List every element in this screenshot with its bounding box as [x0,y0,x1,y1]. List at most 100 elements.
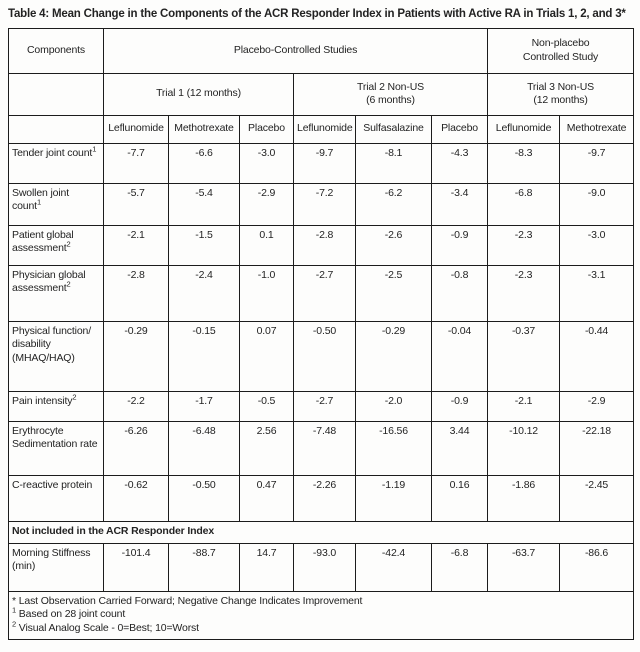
value-cell: -0.37 [487,320,561,392]
value-cell: -0.04 [430,320,489,392]
value-cell: -2.2 [103,390,169,422]
value-cell: -6.8 [487,182,561,226]
footnotes-row: * Last Observation Carried Forward; Nega… [7,590,635,640]
extra-rows: Morning Stiffness (min) -101.4 -88.7 14.7 -9… [8,542,635,592]
value-cell: -2.8 [293,224,356,266]
value-cell: -2.8 [103,264,169,322]
header-drug-methotrexate-t3: Methotrexate [559,114,635,144]
value-cell: -1.5 [168,224,240,266]
header-drug-methotrexate-t1: Methotrexate [168,114,240,144]
value-cell: -2.4 [168,264,240,322]
value-cell: -2.5 [355,264,432,322]
table-row: Physician global assessment2 -2.8 -2.4 -1.0… [8,264,635,322]
value-cell: -2.1 [487,390,561,422]
table-row: Swollen joint count1 -5.7 -5.4 -2.9 -7.2 -6.2… [8,182,635,226]
header-components: Components [8,27,104,74]
value-cell: -8.1 [355,142,432,184]
value-cell: -101.4 [103,542,169,592]
table-row: Patient global assessment2 -2.1 -1.5 0.1 -2.… [8,224,635,266]
row-label: Physician global assessment2 [8,264,104,322]
value-cell: -7.7 [103,142,169,184]
value-cell: -5.7 [103,182,169,226]
value-cell: -93.0 [293,542,356,592]
header-group-non-placebo-line1: Non-placebo [531,37,590,50]
value-cell: -0.8 [430,264,489,322]
row-label: Pain intensity2 [8,390,104,422]
value-cell: 3.44 [430,420,489,476]
value-cell: -2.9 [559,390,635,422]
table-row: C-reactive protein -0.62 -0.50 0.47 -2.26 -1.… [8,474,635,522]
row-label: Patient global assessment2 [8,224,104,266]
value-cell: -42.4 [355,542,432,592]
header-drug-leflunomide-t1: Leflunomide [103,114,169,144]
table-row: Pain intensity2 -2.2 -1.7 -0.5 -2.7 -2.0 -0.9-… [8,390,635,422]
row-label: Erythrocyte Sedimentation rate [8,420,104,476]
value-cell: -3.0 [239,142,294,184]
value-cell: 0.07 [239,320,294,392]
value-cell: -5.4 [168,182,240,226]
value-cell: 0.16 [430,474,489,522]
value-cell: -2.7 [293,264,356,322]
header-blank-2 [8,114,104,144]
value-cell: -8.3 [487,142,561,184]
header-trial-2: Trial 2 Non-US (6 months) [292,72,489,116]
value-cell: -6.8 [430,542,489,592]
value-cell: -2.26 [293,474,356,522]
value-cell: -6.26 [103,420,169,476]
header-trial-2-line2: (6 months) [366,94,415,107]
header-drug-sulfasalazine-t2: Sulfasalazine [355,114,432,144]
value-cell: -7.2 [293,182,356,226]
row-label: Physical function/ disability (MHAQ/HAQ) [8,320,104,392]
header-trial-2-line1: Trial 2 Non-US [357,80,424,93]
value-cell: -2.6 [355,224,432,266]
value-cell: -3.4 [430,182,489,226]
value-cell: -9.0 [559,182,635,226]
footnote-line: 1 Based on 28 joint count [12,605,126,621]
value-cell: -2.45 [559,474,635,522]
value-cell: -63.7 [487,542,561,592]
value-cell: -3.0 [559,224,635,266]
value-cell: -16.56 [355,420,432,476]
section-header-row: Not included in the ACR Responder Index [7,520,635,544]
value-cell: -2.0 [355,390,432,422]
header-drug-leflunomide-t2: Leflunomide [293,114,356,144]
value-cell: -0.44 [559,320,635,392]
value-cell: -0.62 [103,474,169,522]
value-cell: -2.3 [487,264,561,322]
header-row-trials: Trial 1 (12 months) Trial 2 Non-US (6 mo… [8,72,635,116]
value-cell: -22.18 [559,420,635,476]
value-cell: -9.7 [559,142,635,184]
value-cell: -7.48 [293,420,356,476]
header-trial-3-line2: (12 months) [533,94,588,107]
value-cell: 0.47 [239,474,294,522]
acr-responder-table: Components Placebo-Controlled Studies No… [7,27,635,640]
header-trial-3: Trial 3 Non-US (12 months) [487,72,635,116]
value-cell: -6.2 [355,182,432,226]
value-cell: -0.9 [430,390,489,422]
value-cell: -10.12 [487,420,561,476]
value-cell: 0.1 [239,224,294,266]
value-cell: -0.15 [168,320,240,392]
value-cell: -2.1 [103,224,169,266]
header-row-groups: Components Placebo-Controlled Studies No… [8,27,635,74]
value-cell: -6.48 [168,420,240,476]
header-group-placebo-controlled: Placebo-Controlled Studies [102,27,489,74]
value-cell: -9.7 [293,142,356,184]
footnotes: * Last Observation Carried Forward; Nega… [7,590,635,640]
value-cell: -2.7 [293,390,356,422]
section-header: Not included in the ACR Responder Index [7,520,635,544]
value-cell: -1.19 [355,474,432,522]
value-cell: -0.9 [430,224,489,266]
value-cell: -1.7 [168,390,240,422]
value-cell: -86.6 [559,542,635,592]
row-label: Morning Stiffness (min) [8,542,104,592]
value-cell: -1.86 [487,474,561,522]
value-cell: -0.50 [168,474,240,522]
row-label: C-reactive protein [8,474,104,522]
acr-rows: Tender joint count1 -7.7 -6.6 -3.0 -9.7 -8.1-… [8,142,635,522]
value-cell: -6.6 [168,142,240,184]
value-cell: 14.7 [239,542,294,592]
table-title: Table 4: Mean Change in the Components o… [8,8,626,20]
footnote-line: * Last Observation Carried Forward; Nega… [12,594,363,607]
